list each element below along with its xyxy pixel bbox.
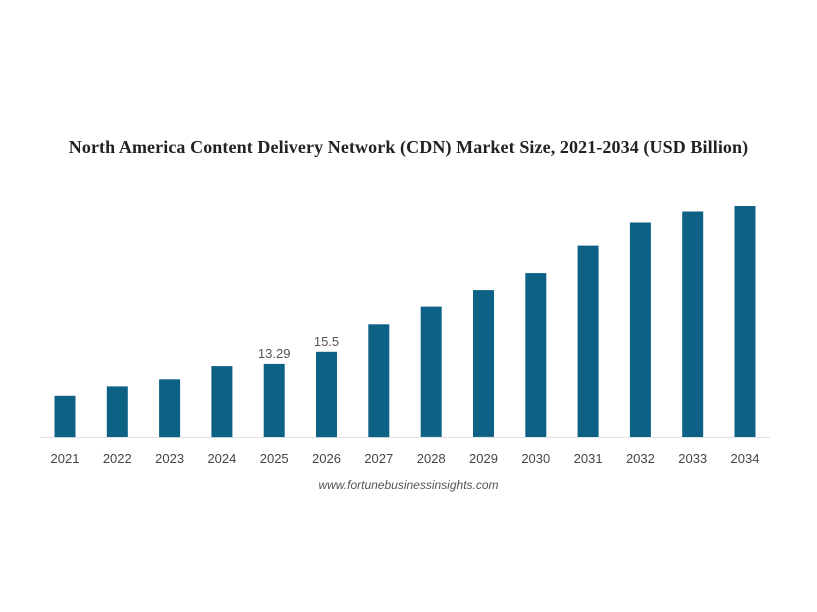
bar-2032 — [629, 222, 651, 437]
x-tick-label-2026: 2026 — [312, 451, 341, 466]
x-tick-label-2033: 2033 — [678, 451, 707, 466]
bar-2029 — [473, 290, 494, 437]
bar-2034 — [734, 206, 756, 437]
x-tick-label-2031: 2031 — [574, 451, 603, 466]
chart-title: North America Content Delivery Network (… — [68, 137, 749, 157]
x-tick-label-2030: 2030 — [521, 451, 550, 466]
x-tick-label-2029: 2029 — [469, 451, 498, 466]
x-tick-label-2023: 2023 — [155, 451, 184, 466]
bar-2028 — [420, 306, 442, 437]
bar-2025 — [263, 363, 285, 437]
data-label-2025: 13.29 — [258, 346, 291, 361]
bar-2023 — [159, 379, 181, 438]
bar-2033 — [682, 211, 704, 437]
x-tick-label-2022: 2022 — [103, 451, 132, 466]
bar-2030 — [525, 273, 547, 437]
bar-2024 — [211, 366, 233, 438]
x-tick-label-2027: 2027 — [364, 451, 393, 466]
bar-2031 — [577, 245, 599, 437]
x-tick-label-2028: 2028 — [417, 451, 446, 466]
bar-2027 — [368, 324, 390, 438]
bar-2026 — [316, 351, 337, 438]
x-tick-label-2021: 2021 — [51, 451, 80, 466]
bar-2022 — [106, 386, 128, 437]
x-tick-label-2024: 2024 — [207, 451, 236, 466]
x-tick-label-2025: 2025 — [260, 451, 289, 466]
source-note: www.fortunebusinessinsights.com — [318, 478, 499, 492]
bar-2021 — [54, 395, 76, 438]
data-label-2026: 15.5 — [314, 334, 339, 349]
x-tick-label-2034: 2034 — [731, 451, 760, 466]
x-tick-label-2032: 2032 — [626, 451, 655, 466]
